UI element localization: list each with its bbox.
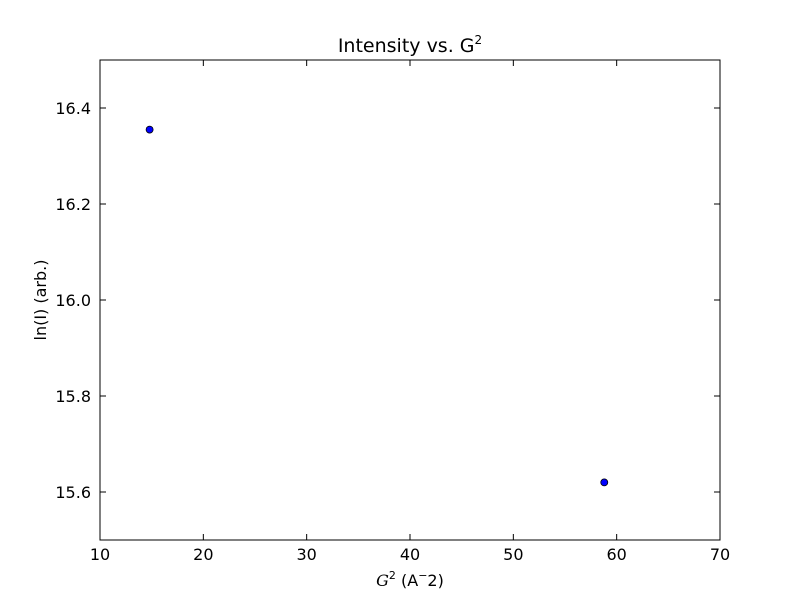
x-tick-label: 40 xyxy=(400,545,420,564)
scatter-point xyxy=(145,125,154,134)
y-tick-label: 15.8 xyxy=(55,387,91,406)
x-tick-label: 50 xyxy=(503,545,523,564)
y-tick-label: 16.2 xyxy=(55,195,91,214)
y-axis-ticks: 15.6 15.8 16.0 16.2 16.4 xyxy=(55,99,720,502)
x-axis-ticks: 10 20 30 40 50 60 70 xyxy=(90,60,730,564)
chart-title: Intensity vs. G2 xyxy=(338,33,482,57)
x-tick-label: 70 xyxy=(710,545,730,564)
y-tick-label: 15.6 xyxy=(55,483,91,502)
x-tick-label: 20 xyxy=(193,545,213,564)
scatter-point xyxy=(600,478,609,487)
x-tick-label: 10 xyxy=(90,545,110,564)
y-tick-label: 16.0 xyxy=(55,291,91,310)
x-tick-label: 30 xyxy=(296,545,316,564)
data-points xyxy=(145,125,609,487)
plot-frame xyxy=(99,59,721,541)
y-axis-label: ln(I) (arb.) xyxy=(31,260,50,341)
x-axis-label: G2 (A−2) xyxy=(376,569,444,590)
x-tick-label: 60 xyxy=(606,545,626,564)
y-tick-label: 16.4 xyxy=(55,99,91,118)
